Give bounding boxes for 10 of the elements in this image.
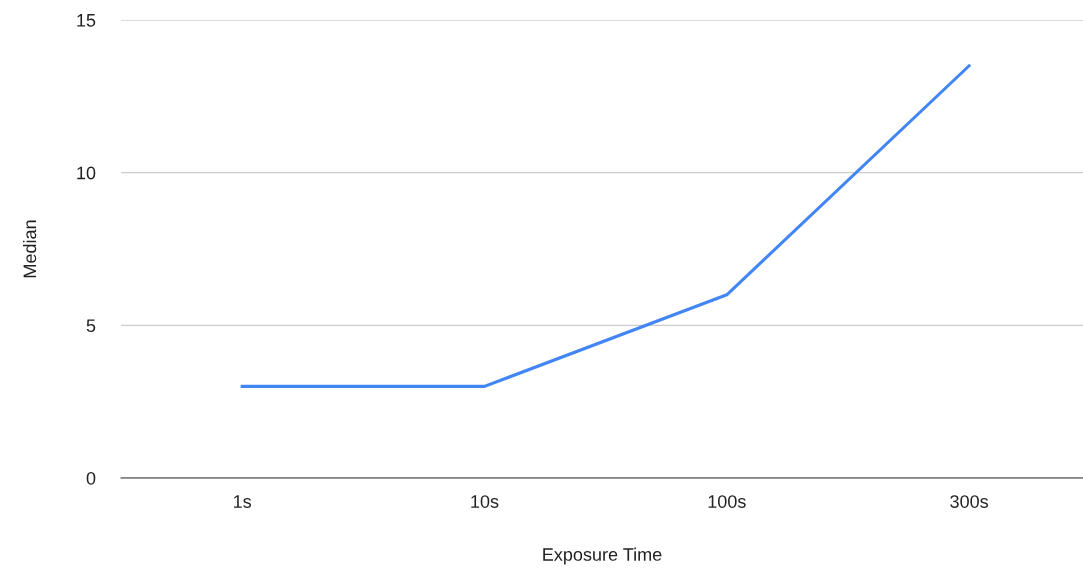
x-axis-title: Exposure Time bbox=[543, 547, 662, 565]
y-tick-label: 15 bbox=[77, 14, 96, 27]
y-tick-label: 5 bbox=[86, 319, 96, 333]
x-tick-label: 10s bbox=[471, 495, 499, 508]
x-tick-label: 300s bbox=[950, 495, 989, 508]
y-axis-title: Median bbox=[22, 220, 37, 278]
y-tick-label: 10 bbox=[77, 166, 96, 180]
x-tick-label: 1s bbox=[234, 495, 252, 508]
x-tick-label: 100s bbox=[708, 495, 746, 508]
y-tick-label: 0 bbox=[86, 471, 96, 485]
